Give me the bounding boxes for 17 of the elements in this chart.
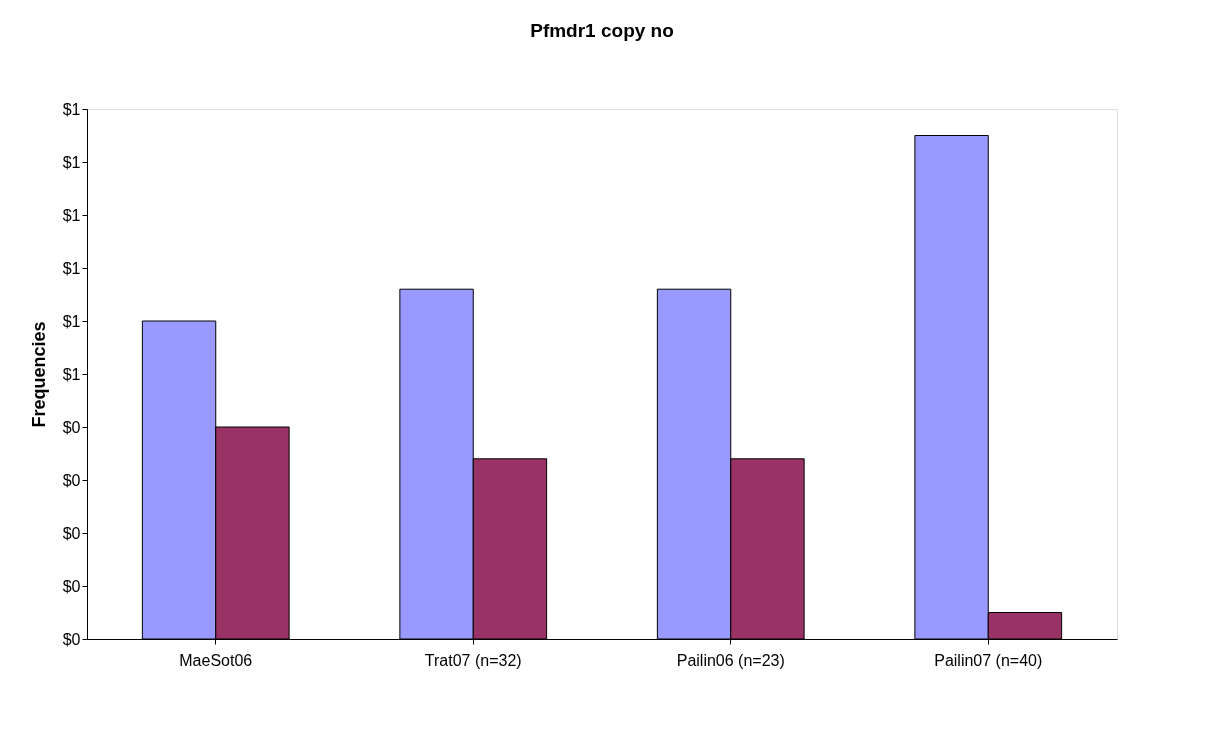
x-tick-label: MaeSot06 (179, 651, 253, 669)
y-tick-label: $0 (62, 471, 81, 489)
y-tick-label: $0 (62, 630, 81, 648)
y-tick-label: $1 (62, 312, 81, 330)
y-tick-label: $0 (62, 524, 81, 542)
y-tick-label: $0 (62, 577, 81, 595)
y-tick-label: $1 (62, 259, 81, 277)
y-tick-label: $0 (62, 418, 81, 436)
y-tick-label: $1 (62, 153, 81, 171)
x-tick-label: Pailin07 (n=40) (934, 651, 1043, 669)
y-tick-label: $1 (62, 100, 81, 118)
x-tick-label: Trat07 (n=32) (424, 651, 522, 669)
chart-title: Pfmdr1 copy no (530, 20, 674, 41)
x-tick-label: Pailin06 (n=23) (676, 651, 785, 669)
y-axis-title: Frequencies (28, 321, 49, 428)
y-tick-label: $1 (62, 365, 81, 383)
y-tick-label: $1 (62, 206, 81, 224)
